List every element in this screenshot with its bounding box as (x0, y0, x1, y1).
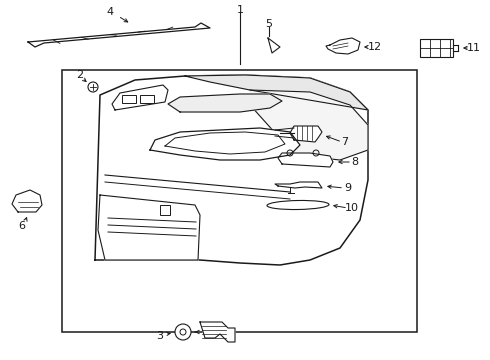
Text: 3: 3 (156, 331, 164, 341)
Polygon shape (200, 322, 235, 342)
Polygon shape (275, 182, 322, 188)
Text: 11: 11 (467, 43, 481, 53)
Polygon shape (250, 90, 368, 160)
Ellipse shape (267, 201, 329, 210)
Polygon shape (28, 23, 210, 47)
Text: 5: 5 (266, 19, 272, 29)
Text: 6: 6 (19, 221, 25, 231)
Text: 9: 9 (344, 183, 351, 193)
Bar (62, 70, 417, 332)
Circle shape (175, 324, 191, 340)
Bar (160, 205, 170, 215)
Polygon shape (150, 128, 300, 160)
Bar (122, 95, 136, 103)
Bar (140, 95, 154, 103)
Polygon shape (98, 195, 200, 260)
Polygon shape (185, 75, 368, 110)
Text: 12: 12 (368, 42, 382, 52)
Polygon shape (326, 38, 360, 54)
Text: 4: 4 (106, 7, 114, 17)
Polygon shape (290, 126, 322, 142)
Circle shape (88, 82, 98, 92)
Polygon shape (278, 153, 333, 167)
Text: 2: 2 (76, 70, 84, 80)
Polygon shape (95, 75, 368, 265)
Bar (420, 39, 453, 57)
Text: 1: 1 (237, 5, 244, 15)
Polygon shape (112, 85, 168, 110)
Text: 7: 7 (342, 137, 348, 147)
Polygon shape (12, 190, 42, 212)
Polygon shape (168, 94, 282, 112)
Polygon shape (268, 38, 280, 53)
Text: 10: 10 (345, 203, 359, 213)
Text: 8: 8 (351, 157, 359, 167)
